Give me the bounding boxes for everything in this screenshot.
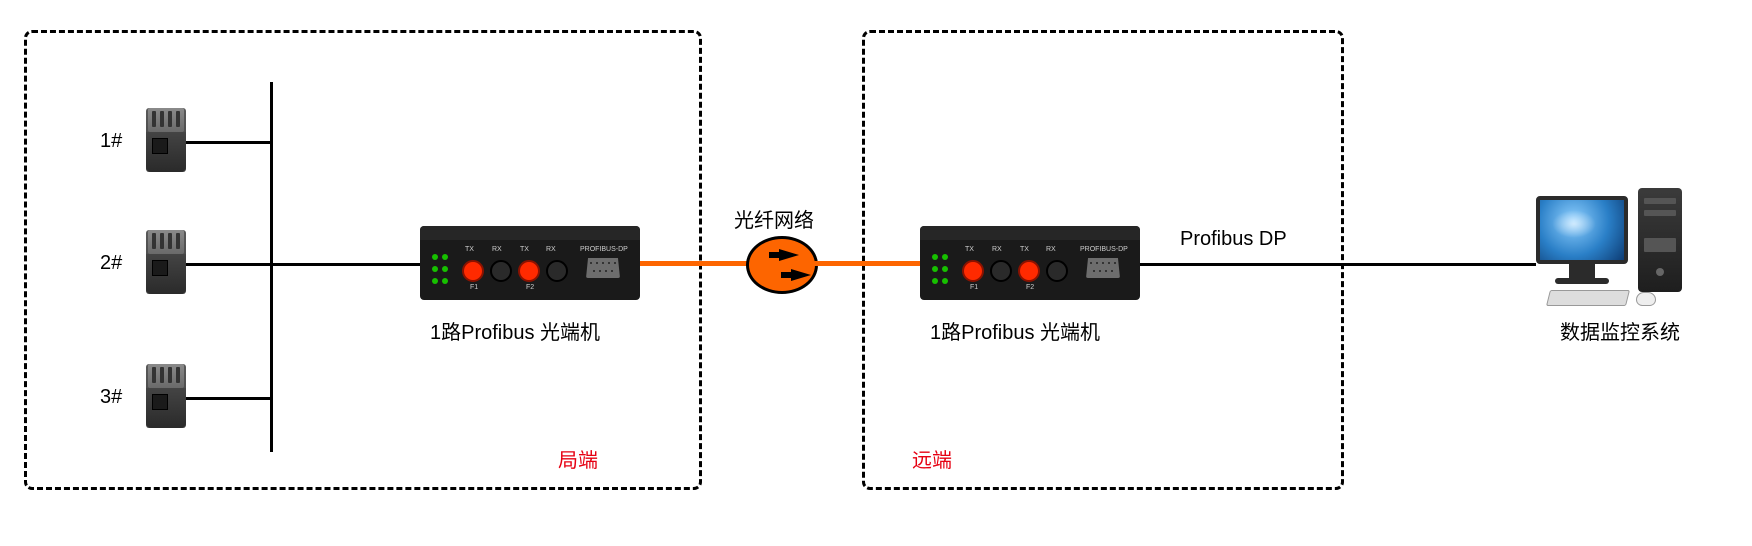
pc-base xyxy=(1555,278,1609,284)
fiber-line-right xyxy=(812,261,920,266)
profibus-dp-line xyxy=(1140,263,1536,266)
port-label-tx2-r: TX xyxy=(1020,246,1029,253)
f-label-2: F2 xyxy=(526,284,534,291)
connector-1-label: 1# xyxy=(100,130,122,153)
pc-keyboard xyxy=(1546,290,1630,306)
branch-3 xyxy=(186,397,272,400)
fiber-label: 光纤网络 xyxy=(734,204,814,233)
f-label-2-r: F2 xyxy=(1026,284,1034,291)
port-label-tx1: TX xyxy=(465,246,474,253)
connector-1 xyxy=(146,108,186,172)
connector-3 xyxy=(146,364,186,428)
profibus-dp-label: Profibus DP xyxy=(1180,228,1287,251)
port-label-rx2: RX xyxy=(546,246,556,253)
db9-label-remote: PROFIBUS-DP xyxy=(1080,246,1128,253)
port-label-rx2-r: RX xyxy=(1046,246,1056,253)
remote-optical-device: TX RX TX RX F1 F2 PROFIBUS-DP xyxy=(920,226,1140,300)
port-label-rx1: RX xyxy=(492,246,502,253)
pc-label: 数据监控系统 xyxy=(1560,316,1680,345)
pc-mouse xyxy=(1636,292,1656,306)
connector-2-label: 2# xyxy=(100,252,122,275)
local-device-label: 1路Profibus 光端机 xyxy=(430,316,600,345)
connector-2 xyxy=(146,230,186,294)
branch-2 xyxy=(186,263,272,266)
f-label-1: F1 xyxy=(470,284,478,291)
local-box-label: 局端 xyxy=(558,444,598,473)
fiber-line-left xyxy=(640,261,748,266)
port-label-rx1-r: RX xyxy=(992,246,1002,253)
remote-box-label: 远端 xyxy=(912,444,952,473)
oval-arrow-bot xyxy=(791,269,811,281)
connector-3-label: 3# xyxy=(100,386,122,409)
branch-1 xyxy=(186,141,272,144)
db9-label-local: PROFIBUS-DP xyxy=(580,246,628,253)
pc-monitor xyxy=(1536,196,1628,264)
remote-device-label: 1路Profibus 光端机 xyxy=(930,316,1100,345)
port-label-tx1-r: TX xyxy=(965,246,974,253)
bus-to-device-line xyxy=(270,263,420,266)
pc-tower xyxy=(1638,188,1682,292)
f-label-1-r: F1 xyxy=(970,284,978,291)
fiber-oval xyxy=(746,236,818,294)
local-optical-device: TX RX TX RX F1 F2 PROFIBUS-DP xyxy=(420,226,640,300)
port-label-tx2: TX xyxy=(520,246,529,253)
oval-arrow-top xyxy=(779,249,799,261)
